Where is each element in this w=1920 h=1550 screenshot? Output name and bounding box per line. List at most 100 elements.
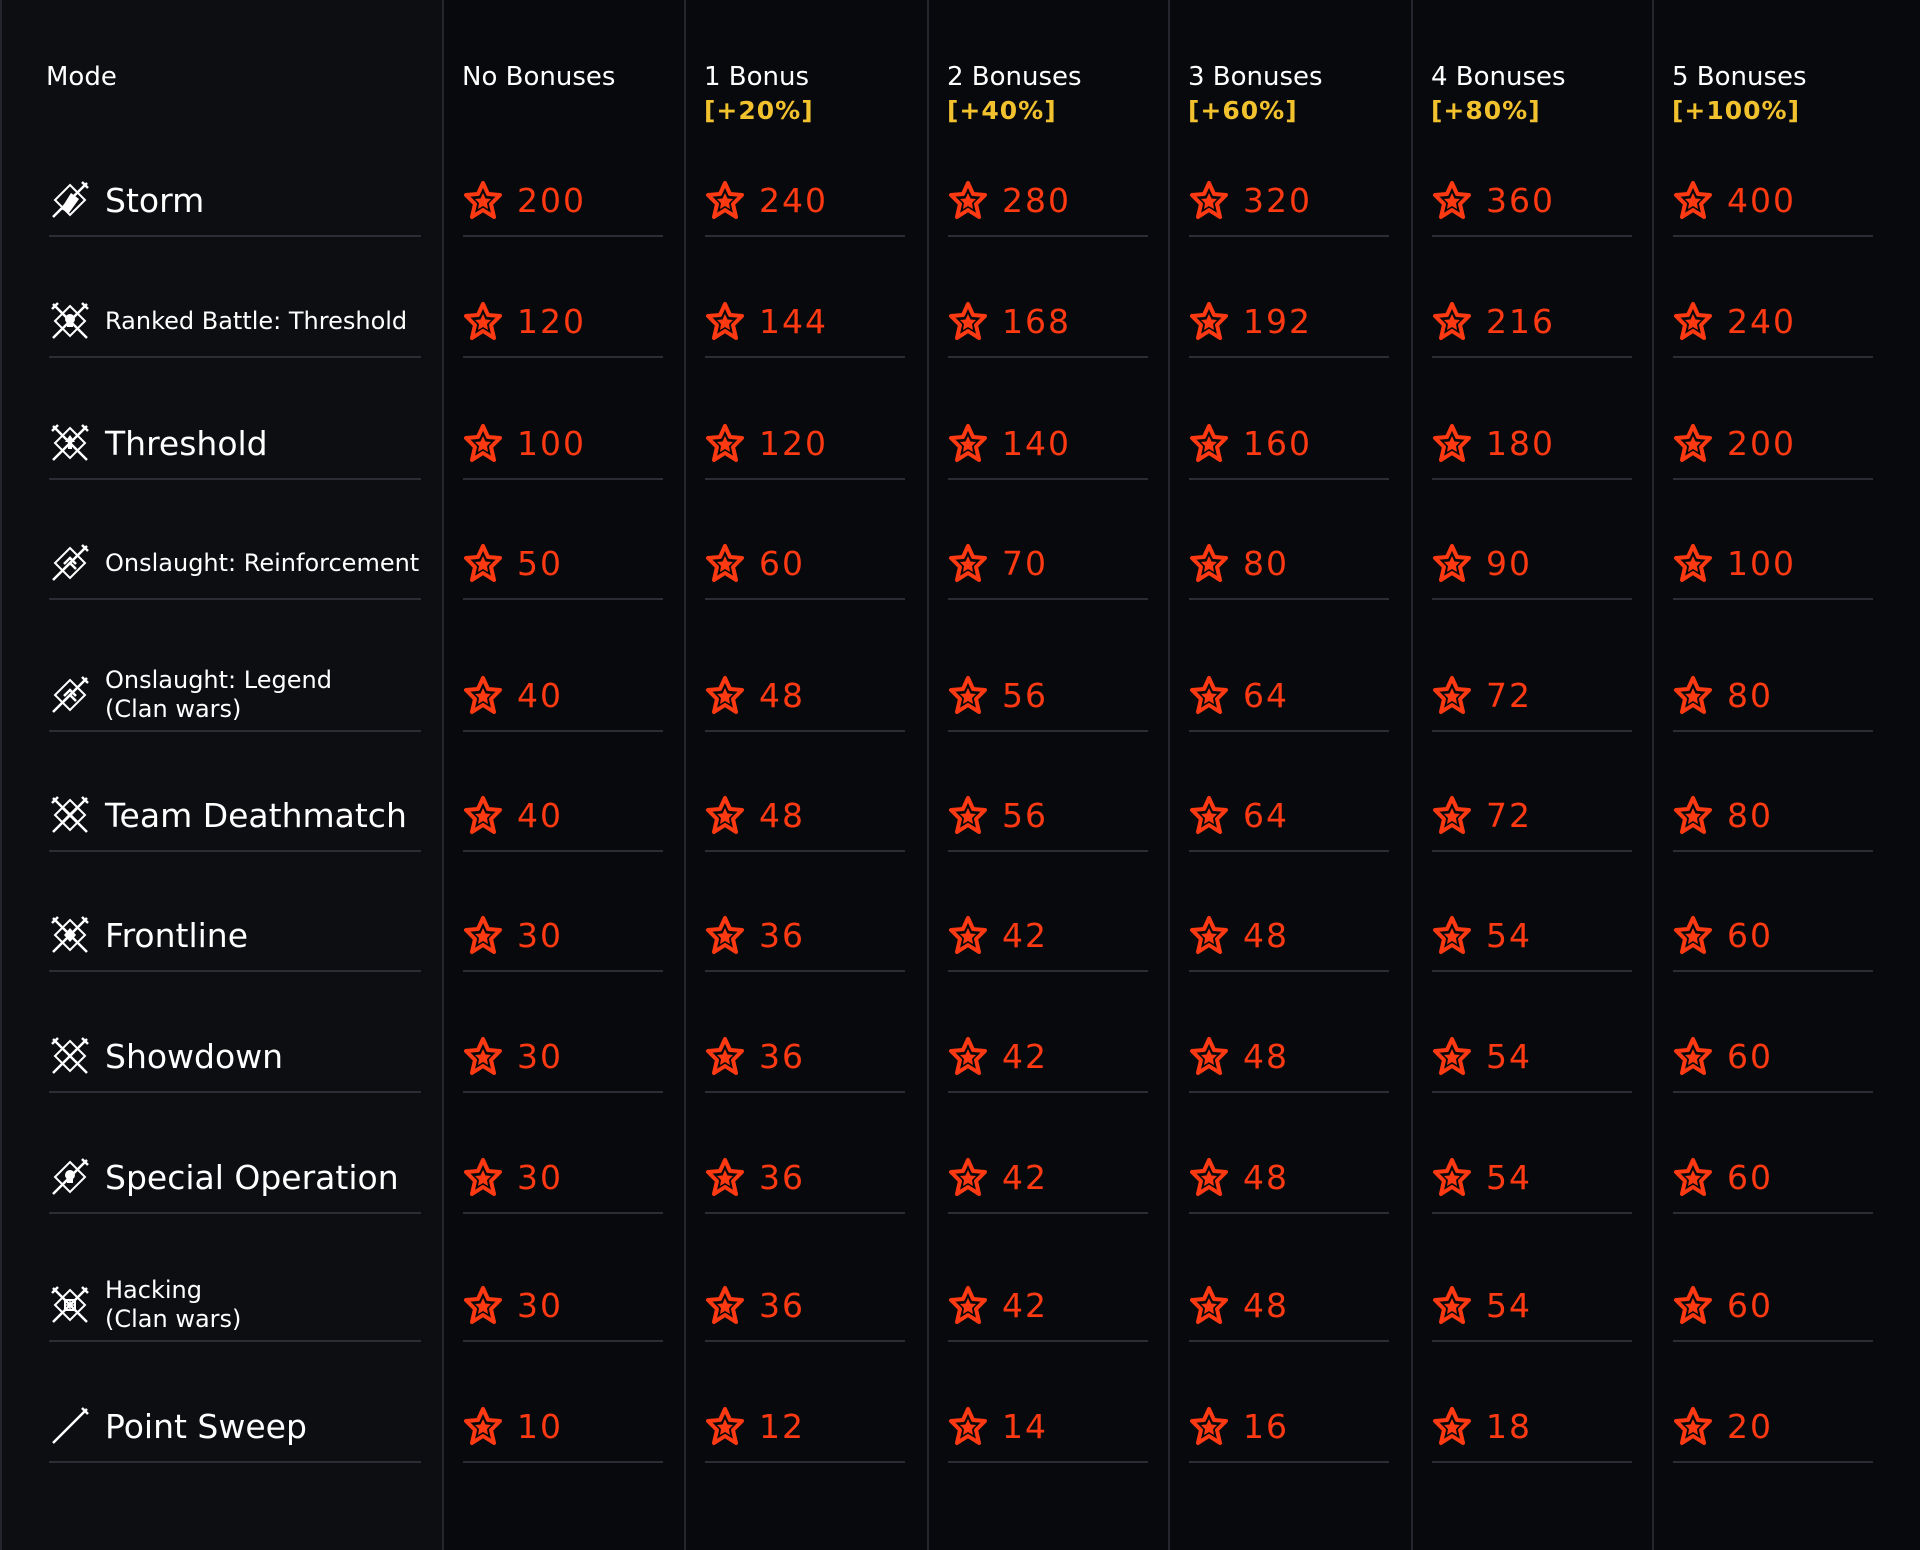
star-icon [1674, 1037, 1712, 1075]
team-deathmatch-icon [51, 796, 89, 833]
reward-cell: 60 [705, 528, 905, 600]
reward-value: 200 [1727, 423, 1796, 463]
mode-cell: Ranked Battle: Threshold [49, 286, 421, 358]
reward-cell: 30 [463, 1021, 663, 1093]
star-icon [1190, 1037, 1228, 1075]
reward-value: 80 [1727, 675, 1773, 715]
reward-cell: 90 [1432, 528, 1632, 600]
table-row: Frontline 30 36 42 48 54 60 [0, 900, 1920, 972]
mode-name: Storm [105, 180, 205, 220]
reward-cell: 54 [1432, 900, 1632, 972]
mode-cell: Threshold [49, 408, 421, 480]
reward-value: 64 [1243, 795, 1289, 835]
star-icon [1433, 916, 1471, 954]
table-row: Onslaught: Legend (Clan wars) 40 48 56 64 72 8… [0, 660, 1920, 732]
reward-cell: 54 [1432, 1142, 1632, 1214]
mode-column-bg [0, 0, 442, 1550]
mode-name: Point Sweep [105, 1406, 307, 1446]
reward-value: 48 [1243, 1036, 1289, 1076]
table-row: Showdown 30 36 42 48 54 60 [0, 1021, 1920, 1093]
reward-value: 18 [1486, 1406, 1532, 1446]
reward-cell: 320 [1189, 165, 1389, 237]
star-icon [1674, 796, 1712, 834]
star-icon [1433, 1158, 1471, 1196]
star-icon [1433, 424, 1471, 462]
reward-cell: 360 [1432, 165, 1632, 237]
table-row: Hacking (Clan wars) 30 36 42 48 54 60 [0, 1270, 1920, 1342]
reward-cell: 48 [1189, 1021, 1389, 1093]
reward-cell: 54 [1432, 1021, 1632, 1093]
mode-cell: Showdown [49, 1021, 421, 1093]
table-row: Special Operation 30 36 42 48 54 60 [0, 1142, 1920, 1214]
reward-value: 40 [517, 675, 563, 715]
reward-value: 80 [1727, 795, 1773, 835]
reward-value: 42 [1002, 1157, 1048, 1197]
reward-cell: 400 [1673, 165, 1873, 237]
star-icon [949, 181, 987, 219]
star-icon [464, 424, 502, 462]
bonus-percent: [+100%] [1672, 96, 1801, 125]
star-icon [1190, 796, 1228, 834]
star-icon [1433, 676, 1471, 714]
reward-value: 140 [1002, 423, 1071, 463]
star-icon [706, 796, 744, 834]
reward-value: 48 [1243, 915, 1289, 955]
reward-cell: 60 [1673, 1270, 1873, 1342]
storm-icon [52, 181, 89, 218]
reward-value: 48 [759, 675, 805, 715]
reward-value: 10 [517, 1406, 563, 1446]
star-icon [1433, 544, 1471, 582]
reward-value: 280 [1002, 180, 1071, 220]
mode-cell: Point Sweep [49, 1391, 421, 1463]
reward-value: 120 [759, 423, 828, 463]
star-icon [706, 1158, 744, 1196]
reward-value: 240 [1727, 301, 1796, 341]
star-icon [949, 424, 987, 462]
reward-value: 56 [1002, 675, 1048, 715]
column-divider [1411, 0, 1413, 1550]
reward-value: 360 [1486, 180, 1555, 220]
onslaught-icon [52, 544, 89, 581]
reward-value: 60 [1727, 1285, 1773, 1325]
star-icon [1674, 676, 1712, 714]
reward-cell: 42 [948, 1142, 1148, 1214]
star-icon [464, 1037, 502, 1075]
reward-value: 36 [759, 915, 805, 955]
column-header-1: 1 Bonus [+20%] [704, 60, 814, 128]
reward-value: 54 [1486, 1036, 1532, 1076]
reward-value: 54 [1486, 1157, 1532, 1197]
star-icon [706, 1407, 744, 1445]
reward-value: 40 [517, 795, 563, 835]
star-icon [1433, 181, 1471, 219]
star-icon [464, 181, 502, 219]
mode-name: Onslaught: Reinforcement [105, 548, 420, 577]
reward-value: 100 [1727, 543, 1796, 583]
reward-value: 80 [1243, 543, 1289, 583]
column-header-4: 4 Bonuses [+80%] [1431, 60, 1566, 128]
star-icon [706, 424, 744, 462]
mode-name: Team Deathmatch [105, 795, 407, 835]
reward-cell: 180 [1432, 408, 1632, 480]
mode-name: Onslaught: Legend (Clan wars) [105, 666, 332, 723]
column-header-label: 1 Bonus [704, 62, 810, 92]
column-header-label: No Bonuses [462, 62, 616, 92]
star-icon [1190, 181, 1228, 219]
reward-value: 400 [1727, 180, 1796, 220]
reward-value: 30 [517, 1036, 563, 1076]
mode-name: Ranked Battle: Threshold [105, 306, 408, 335]
mode-cell: Special Operation [49, 1142, 421, 1214]
table-row: Threshold 100 120 140 160 180 200 [0, 408, 1920, 480]
star-icon [706, 1037, 744, 1075]
reward-value: 56 [1002, 795, 1048, 835]
reward-cell: 10 [463, 1391, 663, 1463]
star-icon [1433, 302, 1471, 340]
column-divider [442, 0, 444, 1550]
reward-value: 30 [517, 1285, 563, 1325]
reward-cell: 64 [1189, 660, 1389, 732]
frontline-icon [51, 916, 89, 953]
column-divider [684, 0, 686, 1550]
mode-cell: Team Deathmatch [49, 780, 421, 852]
reward-cell: 16 [1189, 1391, 1389, 1463]
star-icon [1674, 181, 1712, 219]
star-icon [706, 1286, 744, 1324]
